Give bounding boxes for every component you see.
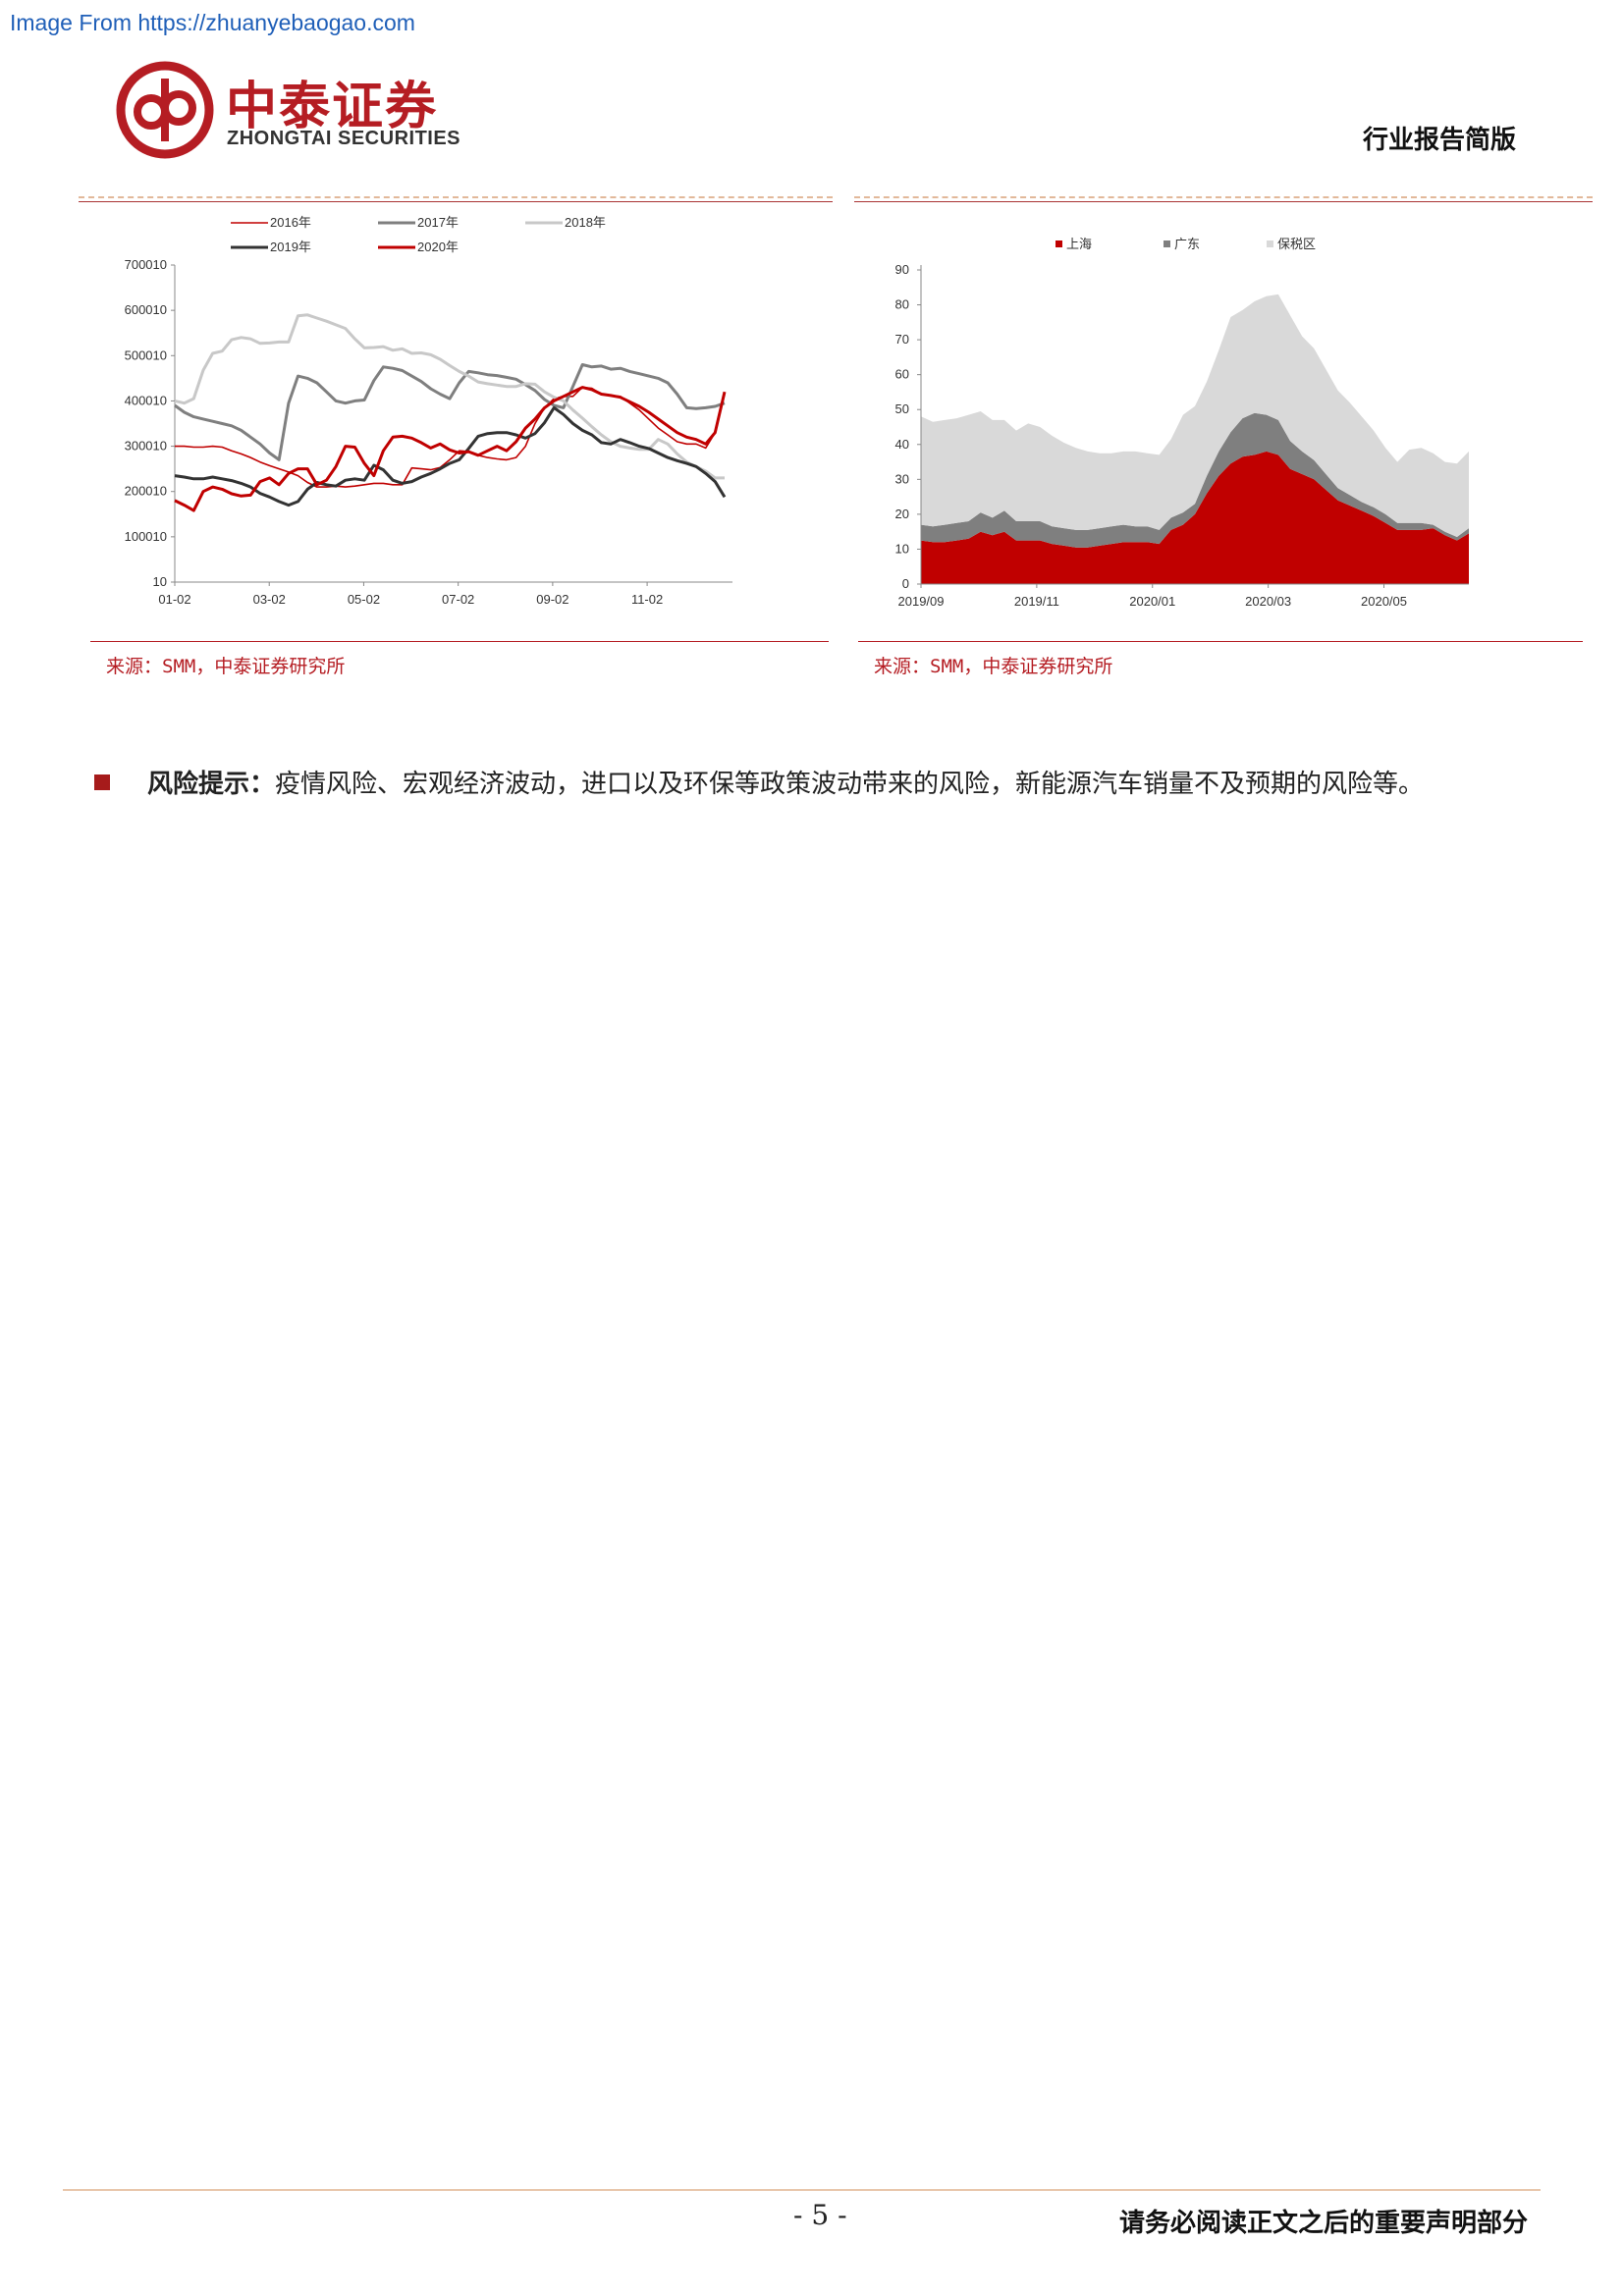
x-tick-label: 07-02 (442, 592, 474, 607)
legend-label: 2017年 (417, 215, 459, 230)
x-tick-label: 11-02 (631, 592, 663, 607)
footer-disclaimer: 请务必阅读正文之后的重要声明部分 (1118, 2209, 1528, 2238)
y-tick-label: 60 (895, 367, 909, 382)
y-tick-label: 20 (895, 507, 909, 521)
y-tick-label: 100010 (125, 529, 167, 544)
y-tick-label: 600010 (125, 302, 167, 317)
y-tick-label: 500010 (125, 347, 167, 362)
legend-label: 2019年 (270, 240, 311, 254)
series-line-2018年 (174, 313, 725, 480)
area-chart: 0 10 20 30 40 50 60 70 80 90 2019/09 2019/11 2020/01… (864, 226, 1591, 618)
legend-label: 保税区 (1277, 237, 1316, 251)
risk-text: 疫情风险、宏观经济波动，进口以及环保等政策波动带来的风险，新能源汽车销量不及预期… (275, 770, 1425, 799)
company-logo: 中泰证券 ZHONGTAI SECURITIES (116, 61, 489, 169)
legend-swatch (1164, 240, 1170, 247)
y-tick-label: 40 (895, 437, 909, 452)
legend-label: 2016年 (270, 215, 311, 230)
risk-warning: 风险提示：疫情风险、宏观经济波动，进口以及环保等政策波动带来的风险，新能源汽车销… (94, 764, 1424, 800)
y-tick-label: 90 (895, 262, 909, 277)
report-type-label: 行业报告简版 (1362, 126, 1516, 155)
x-tick-label: 01-02 (158, 592, 190, 607)
y-tick-label: 200010 (125, 484, 167, 499)
logo-english-name: ZHONGTAI SECURITIES (227, 128, 461, 149)
legend-label: 2018年 (565, 215, 606, 230)
logo-chinese-name: 中泰证券 (226, 78, 439, 136)
y-tick-label: 10 (895, 541, 909, 556)
legend-label: 广东 (1174, 237, 1200, 251)
series-line-2016年 (175, 386, 726, 488)
x-tick-label: 2020/01 (1129, 594, 1175, 609)
y-tick-label: 80 (895, 297, 909, 312)
header-divider-left (79, 196, 833, 198)
y-tick-label: 300010 (125, 439, 167, 454)
legend-swatch (1267, 240, 1273, 247)
line-chart-svg: 10 100010 200010 300010 400010 500010 600010 70… (125, 215, 732, 607)
chart-source-right: 来源：SMM，中泰证券研究所 (874, 656, 1113, 677)
y-tick-label: 50 (895, 401, 909, 416)
legend-swatch (1056, 240, 1062, 247)
footer-divider (63, 2189, 1541, 2191)
header-rule-left (79, 201, 833, 202)
y-tick-label: 0 (902, 576, 909, 591)
area-chart-svg: 0 10 20 30 40 50 60 70 80 90 2019/09 2019/11 2020/01… (895, 237, 1469, 609)
x-tick-label: 09-02 (536, 592, 568, 607)
logo-emblem-icon (116, 61, 214, 159)
header-rule-right (854, 201, 1593, 202)
source-divider-right (858, 641, 1583, 642)
source-watermark[interactable]: Image From https://zhuanyebaogao.com (10, 10, 415, 35)
y-tick-label: 400010 (125, 393, 167, 407)
line-chart: 10 100010 200010 300010 400010 500010 600010 70… (88, 206, 835, 618)
x-tick-label: 2019/09 (898, 594, 945, 609)
series-line-2017年 (174, 363, 726, 461)
page-number: - 5 - (793, 2199, 847, 2231)
bullet-square-icon (94, 774, 110, 790)
x-tick-label: 2019/11 (1014, 594, 1059, 609)
area-上海 (921, 451, 1469, 584)
chart-source-left: 来源：SMM，中泰证券研究所 (106, 656, 346, 677)
y-tick-label: 70 (895, 332, 909, 347)
legend-label: 2020年 (417, 240, 459, 254)
header-divider-right (854, 196, 1593, 198)
y-tick-label: 30 (895, 471, 909, 486)
y-tick-label: 10 (153, 574, 167, 589)
y-tick-label: 700010 (125, 257, 167, 272)
series-line-2020年 (174, 386, 727, 512)
area-广东 (921, 412, 1469, 548)
area-保税区 (921, 294, 1469, 537)
x-tick-label: 2020/03 (1245, 594, 1291, 609)
source-divider-left (90, 641, 829, 642)
x-tick-label: 05-02 (348, 592, 380, 607)
risk-label: 风险提示： (147, 770, 276, 799)
x-tick-label: 2020/05 (1361, 594, 1407, 609)
x-tick-label: 03-02 (253, 592, 286, 607)
series-line-2019年 (174, 405, 727, 507)
legend-label: 上海 (1066, 237, 1092, 251)
